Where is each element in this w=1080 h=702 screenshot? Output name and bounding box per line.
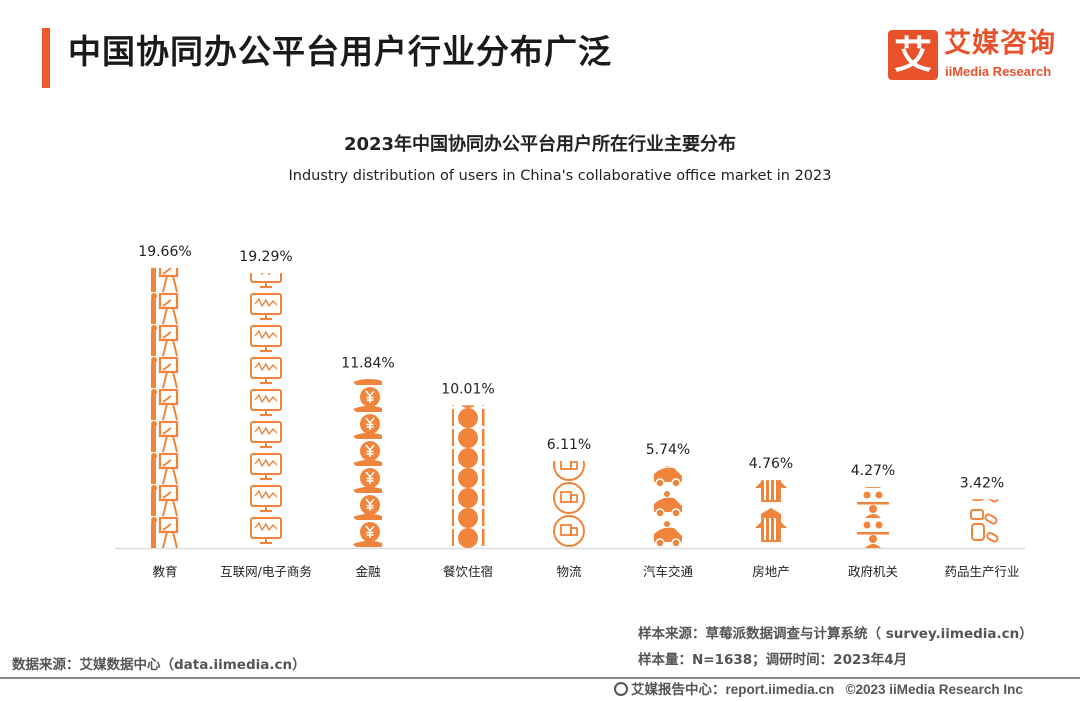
meeting-people-icon (857, 521, 889, 548)
category-label: 餐饮住宿 (443, 564, 493, 579)
bar-hand-yuan-coin-icon (353, 379, 382, 547)
plate-fork-knife-icon (452, 468, 485, 488)
monitor-chart-icon (250, 517, 282, 544)
data-label: 19.66% (138, 244, 191, 260)
footer: 艾媒报告中心：report.iimedia.cn ©2023 iiMedia R… (614, 681, 1023, 699)
report-center: 艾媒报告中心：report.iimedia.cn (631, 682, 835, 697)
meeting-people-icon (857, 491, 889, 518)
plate-fork-knife-icon (452, 448, 485, 468)
medicine-pills-icon (970, 509, 999, 543)
teacher-blackboard-icon (151, 356, 179, 389)
meeting-people-icon (865, 487, 881, 488)
delivery-truck-icon (553, 460, 585, 481)
category-label: 物流 (556, 564, 582, 579)
category-label: 政府机关 (848, 564, 898, 579)
bar-monitor-chart-icon (250, 273, 282, 544)
monitor-chart-icon (250, 389, 282, 416)
data-source: 数据来源：艾媒数据中心（data.iimedia.cn） (12, 657, 306, 673)
hand-yuan-coin-icon (353, 387, 382, 412)
plate-fork-knife-icon (452, 488, 485, 508)
logo-mark: 艾 (888, 30, 938, 80)
logo-name-en: iiMedia Research (945, 64, 1052, 79)
bar-plate-fork-knife-icon (452, 405, 485, 548)
monitor-chart-icon (250, 357, 282, 384)
bar-car-driver-icon (654, 466, 682, 548)
teacher-blackboard-icon (151, 484, 179, 517)
bar-medicine-pills-icon (970, 499, 999, 543)
delivery-truck-icon (553, 515, 585, 547)
sample-source: 样本来源：草莓派数据调查与计算系统（ survey.iimedia.cn） (638, 626, 1033, 642)
copyright: ©2023 iiMedia Research Inc (845, 682, 1023, 697)
plate-fork-knife-icon (452, 405, 485, 408)
bar-meeting-people-icon (857, 487, 889, 548)
monitor-chart-icon (250, 293, 282, 320)
teacher-blackboard-icon (151, 292, 179, 325)
teacher-blackboard-icon (151, 324, 179, 357)
car-driver-icon (654, 491, 682, 518)
category-label: 房地产 (752, 564, 790, 579)
plate-fork-knife-icon (452, 528, 485, 548)
hand-yuan-coin-icon (353, 495, 382, 520)
category-label: 教育 (152, 564, 177, 579)
hand-yuan-coin-icon (353, 414, 382, 439)
chart-subtitle: Industry distribution of users in China'… (288, 168, 832, 184)
hand-yuan-coin-icon (353, 468, 382, 493)
category-label: 汽车交通 (643, 564, 694, 579)
teacher-blackboard-icon (151, 388, 179, 421)
plate-fork-knife-icon (452, 428, 485, 448)
monitor-chart-icon (250, 485, 282, 512)
hand-yuan-coin-icon (353, 522, 382, 547)
data-label: 3.42% (960, 475, 1004, 491)
teacher-blackboard-icon (151, 516, 179, 548)
monitor-chart-icon (250, 325, 282, 352)
monitor-chart-icon (250, 421, 282, 448)
hand-yuan-coin-icon (353, 441, 382, 466)
globe-icon (614, 682, 628, 696)
data-label: 6.11% (547, 437, 591, 453)
hand-yuan-coin-icon (353, 379, 382, 385)
data-label: 11.84% (341, 355, 394, 371)
teacher-blackboard-icon (151, 452, 179, 485)
data-label: 10.01% (441, 381, 494, 397)
page-title: 中国协同办公平台用户行业分布广泛 (68, 32, 612, 71)
chart-title: 2023年中国协同办公平台用户所在行业主要分布 (343, 134, 737, 155)
pictogram-bar-chart: 19.66% 教育 19.29% 互联网/电子商务 11.84% 金融 10.01% 餐饮住宿… (115, 244, 1025, 579)
bar-delivery-truck-icon (553, 460, 585, 547)
category-label: 互联网/电子商务 (220, 564, 312, 579)
logo-name-cn: 艾媒咨询 (944, 28, 1056, 59)
bar-teacher-blackboard-icon (151, 267, 179, 548)
medicine-pills-icon (971, 499, 999, 503)
bar-building-icon (755, 480, 787, 542)
delivery-truck-icon (553, 482, 585, 514)
plate-fork-knife-icon (452, 508, 485, 528)
car-driver-icon (654, 521, 682, 548)
building-icon (755, 480, 787, 502)
footer-divider (0, 677, 1080, 679)
monitor-chart-icon (250, 273, 282, 288)
building-icon (755, 508, 787, 542)
category-label: 金融 (355, 564, 381, 579)
plate-fork-knife-icon (452, 408, 485, 428)
sample-size: 样本量：N=1638；调研时间：2023年4月 (638, 652, 908, 668)
data-label: 4.76% (749, 456, 793, 472)
data-label: 5.74% (646, 442, 690, 458)
monitor-chart-icon (250, 453, 282, 480)
category-label: 药品生产行业 (944, 564, 1019, 579)
data-label: 4.27% (851, 463, 895, 479)
car-driver-icon (654, 466, 682, 488)
iimedia-logo: 艾 艾媒咨询 iiMedia Research (888, 30, 1068, 80)
data-label: 19.29% (239, 249, 292, 265)
teacher-blackboard-icon (151, 267, 179, 293)
teacher-blackboard-icon (151, 420, 179, 453)
title-accent-bar (42, 28, 50, 88)
